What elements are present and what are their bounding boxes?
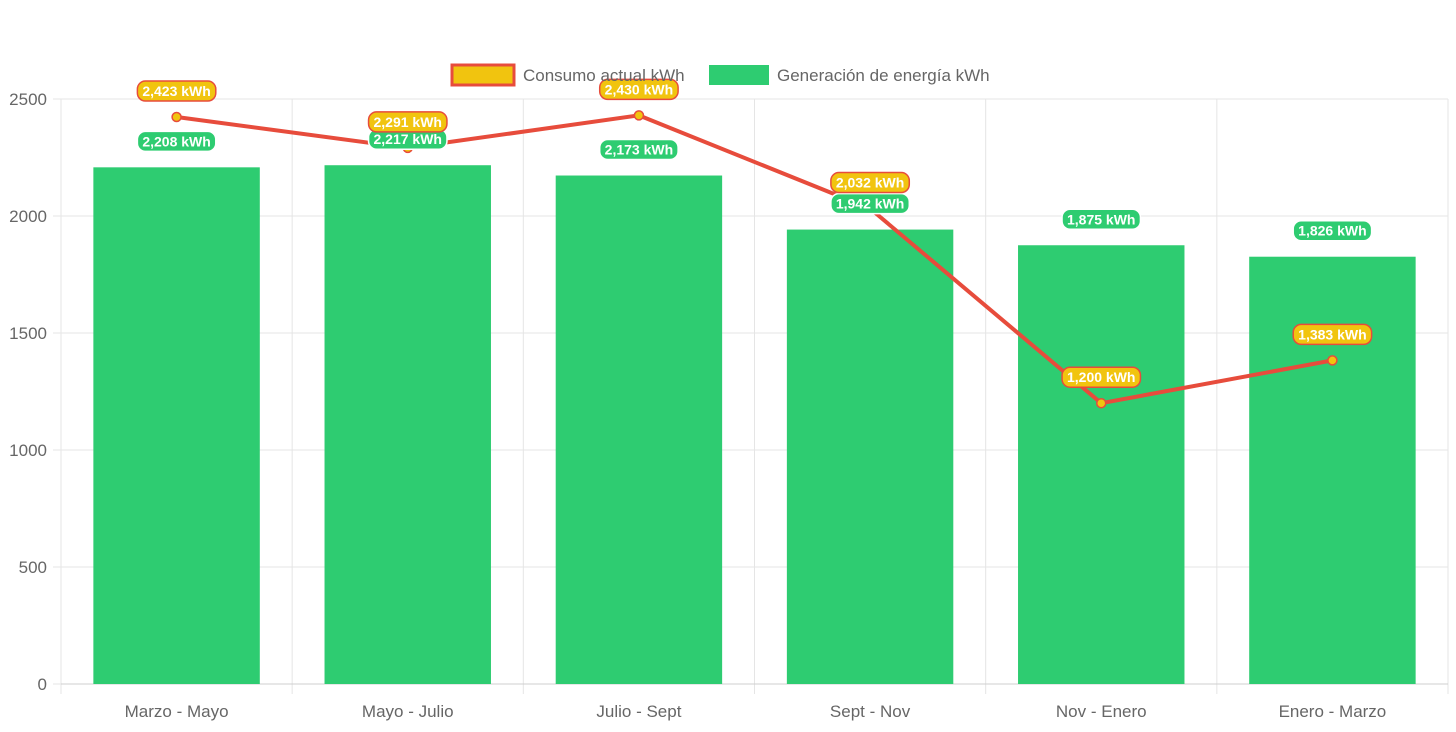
bar-data-label-text: 2,208 kWh	[142, 133, 210, 149]
legend-label-consumo: Consumo actual kWh	[523, 66, 685, 85]
y-tick-label: 0	[38, 675, 47, 694]
y-tick-label: 2500	[9, 90, 47, 109]
y-tick-label: 1000	[9, 441, 47, 460]
line-data-label-text: 1,200 kWh	[1067, 369, 1135, 385]
line-data-label-text: 1,383 kWh	[1298, 326, 1366, 342]
legend[interactable]: Consumo actual kWh Generación de energía…	[450, 63, 990, 87]
line-data-label: 2,032 kWh	[830, 171, 911, 194]
point-consumo[interactable]	[1096, 397, 1107, 409]
line-data-label-text: 2,032 kWh	[836, 175, 904, 191]
line-data-label-text: 2,291 kWh	[374, 114, 442, 130]
y-tick-label: 1500	[9, 324, 47, 343]
x-tick-label: Marzo - Mayo	[125, 702, 229, 721]
line-data-label-bg	[598, 78, 679, 101]
bar-data-label-text: 1,942 kWh	[836, 196, 904, 212]
line-data-label: 2,423 kWh	[136, 80, 217, 102]
bar-data-label-text: 2,173 kWh	[605, 142, 673, 158]
x-tick-label: Nov - Enero	[1056, 702, 1147, 721]
line-data-label-bg	[1292, 323, 1373, 346]
legend-item-consumo[interactable]: Consumo actual kWh	[450, 63, 685, 87]
grid-layer	[53, 98, 1449, 694]
bar-data-label-bg	[1061, 208, 1142, 230]
bar-data-label-bg	[1292, 219, 1373, 242]
legend-item-generacion[interactable]: Generación de energía kWh	[709, 65, 990, 85]
bar-data-label: 2,173 kWh	[598, 138, 679, 161]
x-tick-label: Mayo - Julio	[362, 702, 454, 721]
x-tick-label: Julio - Sept	[596, 702, 681, 721]
bar-data-label-bg	[598, 138, 679, 161]
line-data-label-bg	[1061, 366, 1142, 388]
point-consumo[interactable]	[171, 111, 182, 123]
bar-series-layer	[93, 165, 1416, 685]
line-data-label-text: 2,423 kWh	[142, 83, 210, 99]
bar-data-label-bg	[830, 192, 911, 215]
bar-data-label: 1,942 kWh	[830, 192, 911, 215]
data-label-layer: 2,208 kWh 2,217 kWh 2,173 kWh 1,942 kWh 1,87…	[136, 78, 1373, 388]
line-data-label: 2,291 kWh	[367, 111, 448, 133]
axis-layer: 0 500 1000 1500 2000 2500 Marzo - Mayo Mayo - J…	[9, 90, 1448, 721]
bar-generacion[interactable]	[324, 165, 491, 685]
bar-generacion[interactable]	[786, 229, 954, 684]
bar-data-label: 1,875 kWh	[1061, 208, 1142, 230]
bar-data-label-text: 1,875 kWh	[1067, 211, 1135, 227]
line-data-label: 1,383 kWh	[1292, 323, 1373, 346]
line-data-label-bg	[830, 171, 911, 194]
bar-data-label: 1,826 kWh	[1292, 219, 1373, 242]
bar-data-label-text: 2,217 kWh	[374, 131, 442, 147]
legend-swatch-generacion	[709, 65, 769, 85]
point-consumo[interactable]	[1327, 355, 1338, 366]
bar-data-label-bg	[136, 130, 217, 153]
x-tick-label: Enero - Marzo	[1279, 702, 1387, 721]
bar-generacion[interactable]	[93, 167, 260, 684]
bar-data-label-text: 1,826 kWh	[1298, 223, 1366, 239]
line-data-label: 1,200 kWh	[1061, 366, 1142, 388]
bar-generacion[interactable]	[1018, 245, 1185, 684]
line-data-label-text: 2,430 kWh	[605, 81, 673, 97]
point-consumo[interactable]	[633, 110, 645, 121]
y-tick-label: 500	[19, 558, 47, 577]
y-tick-label: 2000	[9, 207, 47, 226]
bar-generacion[interactable]	[1249, 256, 1416, 684]
legend-swatch-consumo	[450, 63, 516, 87]
line-data-label-bg	[136, 80, 217, 102]
bar-generacion[interactable]	[555, 175, 723, 684]
legend-label-generacion: Generación de energía kWh	[777, 66, 990, 85]
x-tick-label: Sept - Nov	[830, 702, 911, 721]
line-data-label: 2,430 kWh	[598, 78, 679, 101]
bar-data-label: 2,208 kWh	[136, 130, 217, 153]
line-data-label-bg	[367, 111, 448, 133]
